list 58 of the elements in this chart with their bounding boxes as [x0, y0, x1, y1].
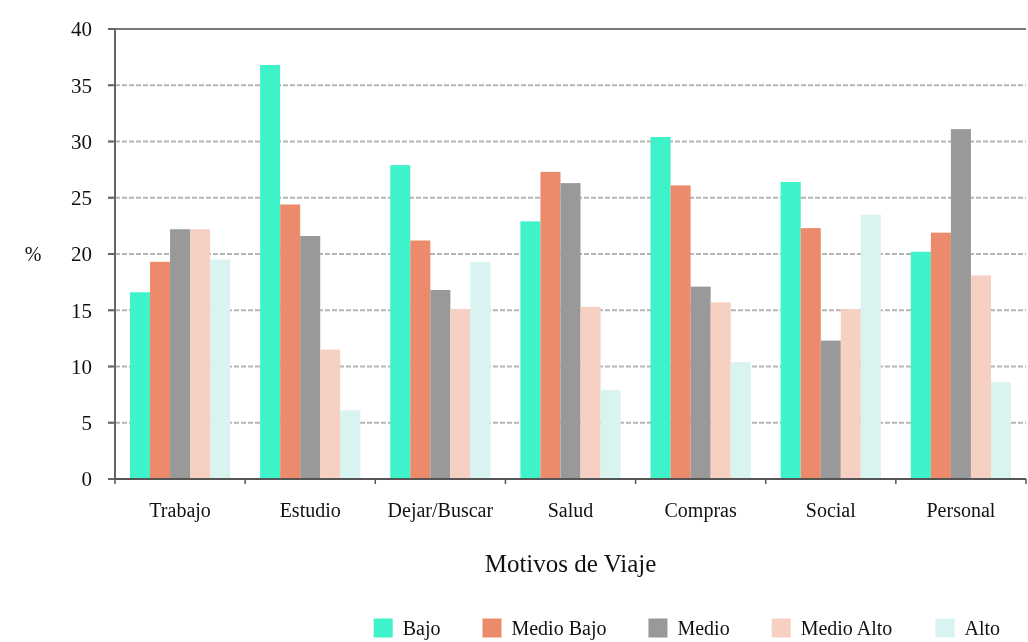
bar	[950, 129, 971, 479]
bar	[820, 340, 841, 479]
x-tick-label: Estudio	[279, 499, 341, 521]
legend-label: Medio Bajo	[511, 617, 607, 640]
y-axis-title: %	[24, 243, 42, 265]
bar	[300, 236, 321, 479]
bar	[390, 165, 411, 479]
y-tick-label: 20	[71, 242, 92, 267]
bar	[600, 390, 621, 479]
x-tick-label: Personal	[926, 499, 996, 521]
bar	[450, 309, 471, 479]
bar	[730, 362, 751, 479]
y-tick-label: 15	[71, 298, 92, 323]
bar	[340, 410, 361, 479]
bar	[970, 275, 991, 479]
y-tick-label: 10	[71, 354, 92, 379]
legend-label: Bajo	[402, 617, 441, 640]
bar	[580, 306, 601, 479]
x-tick-label: Trabajo	[149, 499, 211, 522]
bar	[560, 183, 581, 479]
x-tick-label: Social	[805, 499, 857, 521]
bar	[150, 261, 171, 479]
bar	[990, 382, 1012, 479]
y-tick-label: 30	[71, 129, 92, 154]
bar	[280, 204, 301, 479]
bar	[210, 259, 231, 479]
bar	[860, 214, 881, 479]
bar	[410, 240, 431, 479]
bar	[710, 302, 731, 479]
bar	[650, 137, 671, 479]
bar	[910, 251, 931, 479]
legend-label: Medio	[677, 617, 730, 639]
y-tick-label: 0	[81, 467, 92, 492]
legend-label: Alto	[964, 617, 1001, 639]
x-tick-label: Dejar/Buscar	[387, 499, 494, 522]
y-tick-label: 25	[71, 186, 92, 211]
bar	[840, 309, 861, 479]
bar	[430, 290, 451, 479]
bar	[800, 228, 821, 479]
bar	[129, 292, 151, 479]
legend-label: Medio Alto	[800, 617, 893, 639]
bar	[670, 185, 691, 479]
bar	[190, 229, 211, 479]
bar	[930, 232, 951, 479]
bar	[780, 182, 801, 479]
y-tick-label: 40	[71, 17, 92, 42]
y-tick-label: 5	[81, 411, 92, 436]
bar	[170, 229, 191, 479]
y-tick-label: 35	[71, 73, 92, 98]
bar	[320, 349, 341, 479]
x-tick-label: Salud	[547, 499, 594, 521]
bar	[470, 261, 491, 479]
bar	[520, 221, 541, 479]
x-axis-title: Motivos de Viaje	[484, 549, 657, 577]
bar	[540, 171, 561, 479]
x-tick-label: Compras	[664, 499, 737, 522]
bar	[690, 286, 711, 479]
bar	[260, 65, 281, 479]
